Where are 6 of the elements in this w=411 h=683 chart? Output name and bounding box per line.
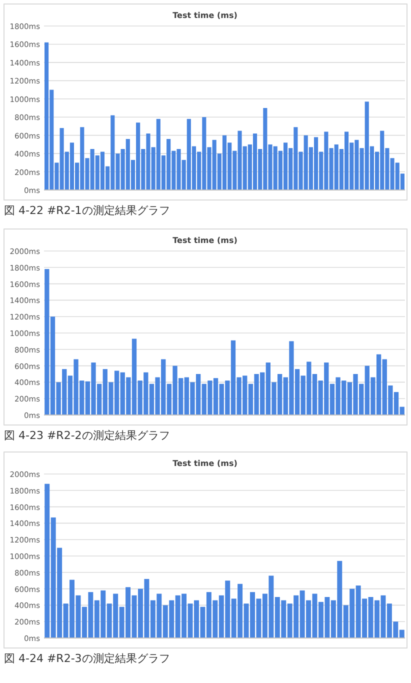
chart-title: Test time (ms) xyxy=(172,459,238,468)
chart-title: Test time (ms) xyxy=(172,236,238,245)
caption: 図 4-24 #R2-3の測定結果グラフ xyxy=(4,652,170,665)
caption: 図 4-22 #R2-1の測定結果グラフ xyxy=(4,204,170,217)
caption: 図 4-23 #R2-2の測定結果グラフ xyxy=(4,429,170,442)
chart-title: Test time (ms) xyxy=(172,11,238,20)
